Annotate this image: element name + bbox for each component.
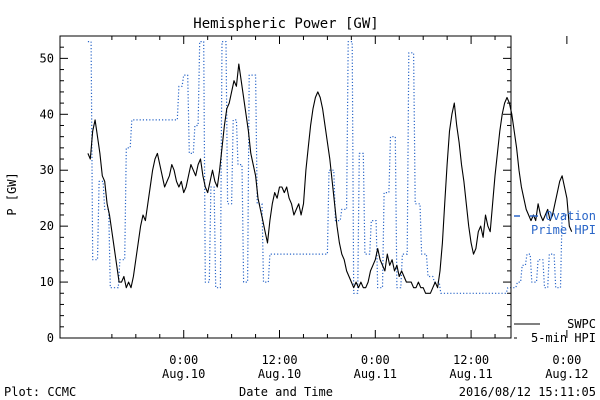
legend-swpc-label-2: 5-min HPI <box>531 331 596 345</box>
series-line-swpc-5min <box>87 63 573 294</box>
x-tick-label-time: 0:00 <box>361 353 390 367</box>
x-tick-label-date: Aug.12 <box>545 367 588 381</box>
footer-timestamp: 2016/08/12 15:11:05 <box>459 385 596 399</box>
x-axis-label: Date and Time <box>239 385 333 399</box>
legend-ovation-label-2: Prime HPI <box>531 223 596 237</box>
x-tick-label-time: 0:00 <box>169 353 198 367</box>
plot-frame <box>59 35 512 339</box>
legend-swpc-label-1: SWPC <box>567 317 596 331</box>
x-tick-label-time: 12:00 <box>453 353 489 367</box>
x-tick-label-time: 0:00 <box>552 353 581 367</box>
y-tick-label: 40 <box>40 107 54 121</box>
y-tick-label: 20 <box>40 219 54 233</box>
y-tick-label: 30 <box>40 163 54 177</box>
x-tick-label-date: Aug.10 <box>258 367 301 381</box>
legend-ovation-label-1: Ovation <box>545 209 596 223</box>
y-tick-label: 0 <box>47 331 54 345</box>
x-tick-label-date: Aug.11 <box>354 367 397 381</box>
series-line-ovation-prime <box>87 41 567 294</box>
y-axis-label: P [GW] <box>5 172 19 215</box>
x-tick-label-date: Aug.10 <box>162 367 205 381</box>
chart-title: Hemispheric Power [GW] <box>193 16 378 32</box>
footer-plot-credit: Plot: CCMC <box>4 385 76 399</box>
y-tick-label: 50 <box>40 51 54 65</box>
x-tick-label-date: Aug.11 <box>449 367 492 381</box>
y-tick-label: 10 <box>40 275 54 289</box>
x-tick-label-time: 12:00 <box>261 353 297 367</box>
